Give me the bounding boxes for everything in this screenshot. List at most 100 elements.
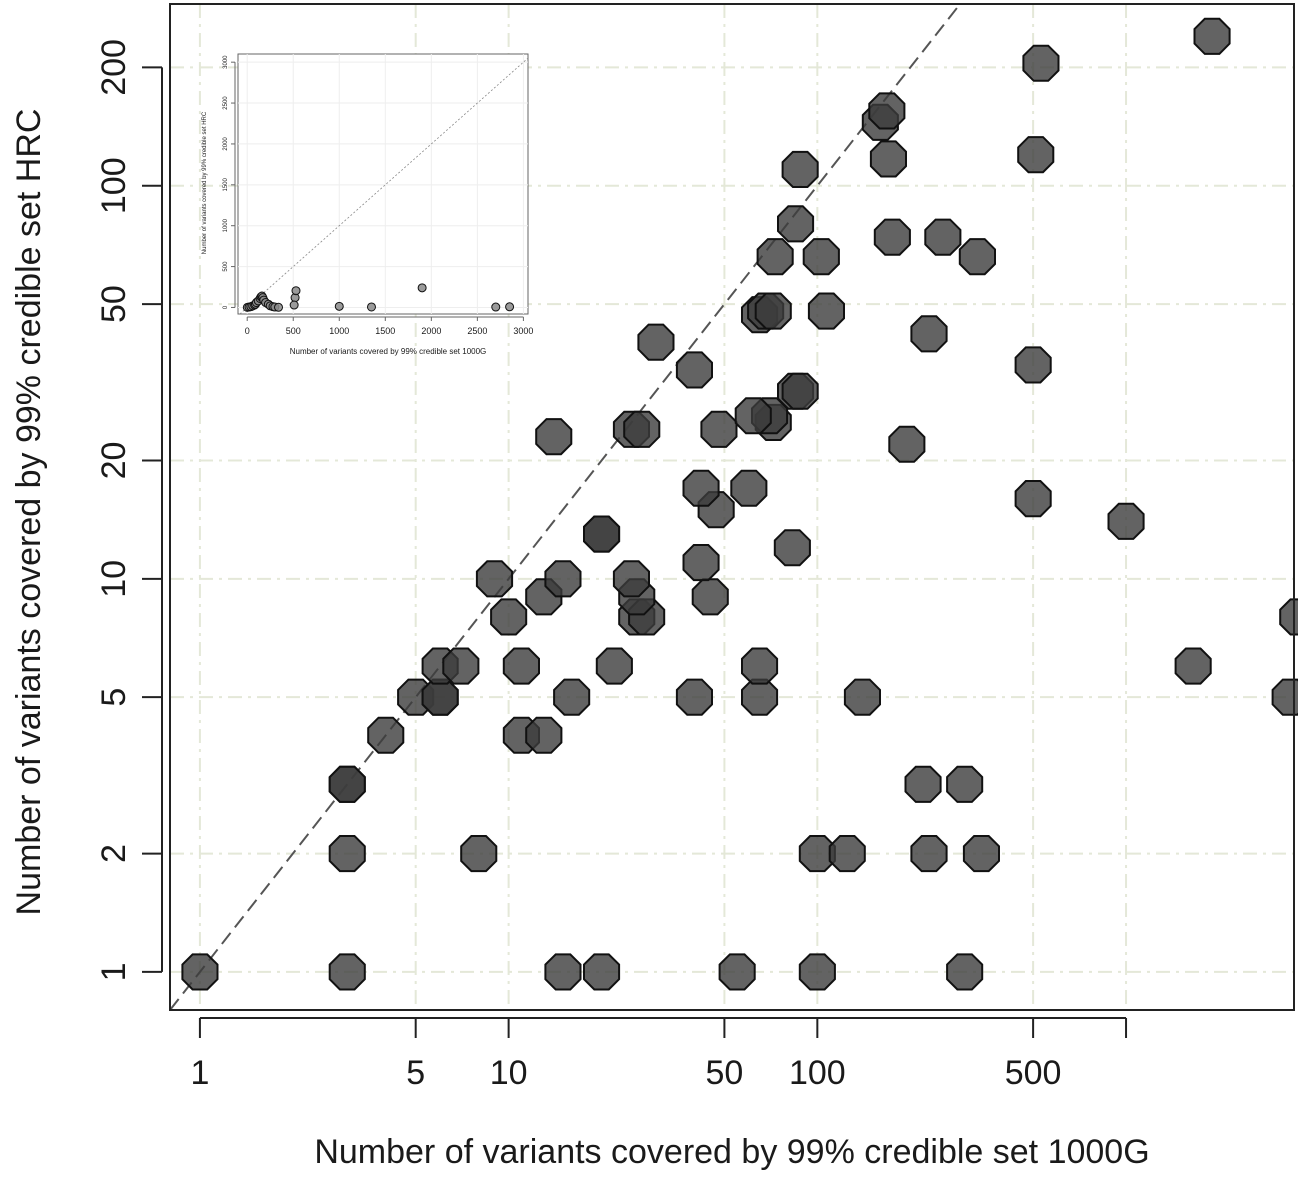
- inset-data-point: [505, 302, 515, 312]
- data-point: [873, 218, 911, 256]
- y-tick-label: 50: [95, 285, 133, 323]
- data-point: [682, 469, 720, 507]
- data-point: [1174, 647, 1212, 685]
- data-point: [962, 835, 1000, 873]
- data-point: [1022, 44, 1060, 82]
- data-point: [675, 678, 713, 716]
- data-point: [741, 647, 779, 685]
- inset-data-point: [491, 302, 501, 312]
- y-tick-label: 2: [95, 844, 133, 863]
- y-tick-label: 1: [95, 962, 133, 981]
- data-point: [1271, 678, 1298, 716]
- inset-chart: 0 500 1000 1500 2000 2500 3000 0 500 1000 1500 200…: [202, 53, 533, 356]
- y-tick-label: 10: [95, 560, 133, 598]
- main-identity-line-group: [169, 3, 961, 1011]
- data-point: [888, 425, 926, 463]
- data-point: [718, 953, 756, 991]
- data-point: [682, 544, 720, 582]
- data-point: [1017, 136, 1055, 174]
- inset-data-point: [289, 300, 299, 310]
- data-point: [802, 238, 840, 276]
- data-point: [958, 238, 996, 276]
- x-tick-label: 100: [789, 1054, 846, 1092]
- inset-x-tick-label: 2500: [467, 326, 487, 336]
- data-point: [475, 560, 514, 598]
- x-tick-label: 5: [406, 1054, 425, 1092]
- inset-points: [242, 283, 515, 312]
- data-point: [525, 716, 563, 754]
- main-plot-frame: [169, 3, 1295, 1011]
- data-point: [924, 218, 962, 256]
- data-point: [773, 529, 811, 567]
- data-point: [583, 515, 621, 553]
- data-point: [730, 469, 768, 507]
- data-point: [544, 953, 582, 991]
- inset-data-point: [366, 302, 376, 312]
- inset-x-tick-label: 1000: [329, 326, 349, 336]
- y-tick-label: 20: [95, 442, 133, 480]
- inset-x-tick-label: 0: [245, 326, 250, 336]
- data-point: [798, 953, 836, 991]
- inset-x-tick-label: 500: [286, 326, 301, 336]
- inset-grid: [238, 54, 528, 314]
- inset-data-point: [417, 283, 427, 293]
- data-point: [741, 678, 779, 716]
- data-point: [367, 716, 405, 754]
- data-point: [781, 372, 819, 410]
- data-point: [828, 835, 866, 873]
- inset-y-tick-label: 3000: [223, 55, 229, 69]
- data-point: [553, 678, 591, 716]
- data-point: [535, 418, 573, 456]
- identity-line: [169, 3, 961, 1011]
- data-point: [612, 560, 650, 598]
- inset-x-axis-title: Number of variants covered by 99% credib…: [290, 347, 487, 356]
- data-point: [583, 953, 621, 991]
- inset-identity-line-group: [239, 57, 529, 315]
- data-point: [490, 598, 528, 636]
- data-point: [868, 92, 906, 130]
- y-tick-label: 5: [95, 688, 133, 707]
- main-y-axis-title: Number of variants covered by 99% credib…: [10, 109, 48, 916]
- main-x-axis: 1 5 10 50 100 500: [190, 1017, 1128, 1092]
- data-point: [904, 765, 942, 803]
- inset-plot-frame: [237, 53, 529, 315]
- main-y-axis: 1 2 5 10 20 50 100 200: [95, 39, 163, 981]
- data-point: [328, 835, 366, 873]
- data-point: [946, 953, 984, 991]
- main-points: [181, 17, 1298, 991]
- data-point: [1107, 502, 1145, 540]
- inset-y-tick-label: 1000: [223, 218, 229, 232]
- data-point: [1014, 346, 1052, 384]
- data-point: [421, 678, 459, 716]
- x-tick-label: 50: [705, 1054, 743, 1092]
- x-tick-label: 1: [190, 1054, 209, 1092]
- inset-identity-line: [239, 57, 529, 315]
- inset-y-tick-label: 2500: [223, 96, 229, 110]
- data-point: [1014, 480, 1052, 518]
- data-point: [777, 205, 815, 243]
- inset-y-axis: 0 500 1000 1500 2000 2500 3000: [223, 55, 236, 309]
- data-point: [460, 835, 498, 873]
- data-point: [807, 292, 845, 330]
- data-point: [798, 835, 836, 873]
- main-x-axis-title: Number of variants covered by 99% credib…: [314, 1133, 1149, 1171]
- y-tick-label: 100: [95, 157, 133, 214]
- inset-y-tick-label: 0: [223, 305, 229, 309]
- data-point: [843, 678, 881, 716]
- data-point: [328, 953, 366, 991]
- data-point: [734, 397, 772, 435]
- inset-y-tick-label: 1500: [223, 177, 229, 191]
- data-point: [946, 765, 984, 803]
- inset-x-tick-label: 3000: [513, 326, 533, 336]
- data-point: [869, 140, 907, 178]
- data-point: [1279, 598, 1298, 636]
- data-point: [181, 953, 219, 991]
- data-point: [544, 560, 582, 598]
- data-point: [700, 410, 738, 448]
- inset-data-point: [334, 301, 344, 311]
- data-point: [623, 410, 661, 448]
- y-tick-label: 200: [95, 39, 133, 96]
- data-point: [781, 150, 819, 188]
- inset-x-axis: 0 500 1000 1500 2000 2500 3000: [245, 316, 533, 336]
